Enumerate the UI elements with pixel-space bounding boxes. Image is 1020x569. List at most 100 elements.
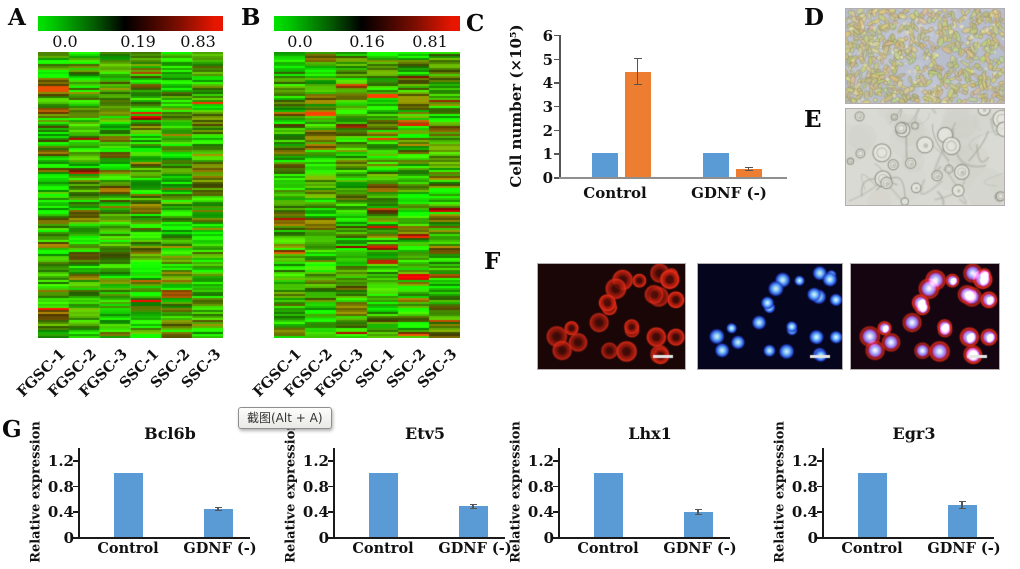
error-bar <box>961 501 963 509</box>
error-bar-cap <box>958 507 966 510</box>
bar <box>203 508 233 537</box>
y-tick-label: 1.2 <box>791 452 818 471</box>
y-tick-label: 0 <box>543 529 554 547</box>
colorbar-b-tick: 0.81 <box>412 32 448 51</box>
y-tick-mark <box>328 485 333 488</box>
y-tick-mark <box>73 511 78 513</box>
y-tick-label: 0.4 <box>47 503 74 522</box>
y-tick-label: 5 <box>542 50 553 69</box>
category-label: Control <box>97 540 159 557</box>
y-axis-line <box>559 35 561 179</box>
error-bar-cap <box>694 508 702 511</box>
error-bar-cap <box>694 514 702 516</box>
y-tick-label: 0.8 <box>47 477 74 496</box>
error-bar-cap <box>633 57 642 59</box>
bar <box>591 153 618 177</box>
y-tick-mark <box>817 511 822 513</box>
y-tick-label: 0.8 <box>527 477 554 496</box>
chart-title: Etv5 <box>404 424 446 443</box>
bar <box>593 473 623 537</box>
error-bar <box>697 508 699 516</box>
y-tick-mark <box>554 82 559 84</box>
y-tick-mark <box>328 511 333 513</box>
category-label: Control <box>352 540 414 557</box>
error-bar <box>472 503 474 509</box>
colorbar-a-tick: 0.83 <box>180 32 216 51</box>
category-label: Control <box>577 540 639 557</box>
panel-d-letter: D <box>804 4 824 31</box>
panel-b-letter: B <box>241 4 261 31</box>
category-label: GDNF (-) <box>183 540 257 557</box>
error-bar-cap <box>469 503 477 505</box>
colorbar-a-tick: 0.19 <box>120 32 156 51</box>
chart-title: Bcl6b <box>144 424 196 443</box>
y-tick-mark <box>73 537 78 539</box>
y-axis-line <box>822 448 824 539</box>
y-tick-mark <box>553 485 558 488</box>
chart-egr3: Relative expression Egr3 0 0.4 0.8 1.2 Control… <box>773 421 1002 569</box>
x-axis-line <box>78 537 250 539</box>
category-label: GDNF (-) <box>438 540 512 557</box>
y-tick-label: 1 <box>542 145 553 164</box>
heatmap-a-canvas <box>38 52 223 338</box>
category-label: Control <box>841 540 903 557</box>
y-tick-mark <box>554 129 559 132</box>
y-tick-mark <box>554 58 559 60</box>
y-tick-mark <box>553 511 558 513</box>
error-bar-cap <box>958 501 966 503</box>
bar <box>624 71 651 177</box>
y-tick-label: 0.4 <box>527 503 554 522</box>
y-tick-mark <box>817 537 822 539</box>
chart-title: Lhx1 <box>628 424 672 443</box>
error-bar-cap <box>633 84 642 86</box>
y-tick-mark <box>554 153 559 155</box>
y-tick-mark <box>554 177 559 179</box>
x-axis-line <box>822 537 994 539</box>
y-axis-label: Relative expression <box>28 421 44 563</box>
error-bar-cap <box>744 166 753 168</box>
bar <box>113 473 143 537</box>
y-tick-label: 6 <box>542 26 553 45</box>
colorbar-a <box>38 16 223 31</box>
y-tick-label: 0 <box>63 529 74 547</box>
chart-etv5: Relative expression Etv5 0 0.4 0.8 1.2 Control… <box>284 421 513 569</box>
bar <box>857 473 887 537</box>
y-tick-label: 1.2 <box>527 452 554 471</box>
y-tick-label: 0 <box>318 529 329 547</box>
y-tick-mark <box>328 537 333 539</box>
category-label: GDNF (-) <box>927 540 1001 557</box>
y-tick-label: 4 <box>542 74 553 93</box>
bar <box>683 512 713 537</box>
heatmap-b-canvas <box>274 52 460 338</box>
y-axis-label: Relative expression <box>508 421 524 563</box>
colorbar-b <box>274 16 460 31</box>
category-label: Control <box>583 184 647 202</box>
micrograph-e <box>845 108 1005 206</box>
bar <box>368 473 398 537</box>
y-tick-label: 1.2 <box>47 452 74 471</box>
chart-title: Egr3 <box>892 424 936 443</box>
y-axis-label: Relative expression <box>772 421 788 563</box>
category-label: GDNF (-) <box>663 540 737 557</box>
error-bar-cap <box>469 507 477 510</box>
x-axis-line <box>559 177 787 179</box>
y-axis-line <box>558 448 560 539</box>
panel-a-letter: A <box>8 4 26 31</box>
micrograph-d <box>845 8 1005 104</box>
error-bar <box>747 166 750 171</box>
error-bar-cap <box>214 506 222 509</box>
bar <box>458 506 488 537</box>
chart-bcl6b: Relative expression Bcl6b 0 0.4 0.8 1.2 Contro… <box>29 421 258 569</box>
bar <box>702 153 729 177</box>
y-tick-mark <box>73 460 78 462</box>
y-tick-label: 0 <box>807 529 818 547</box>
error-bar-cap <box>214 509 222 511</box>
y-axis-label: Cell number (×10⁵) <box>507 24 525 188</box>
y-tick-mark <box>817 485 822 488</box>
x-axis-line <box>558 537 730 539</box>
fluorescence-red-image <box>537 263 686 370</box>
y-axis-line <box>78 448 80 539</box>
panel-c-letter: C <box>466 10 485 37</box>
category-label: GDNF (-) <box>691 184 767 202</box>
y-tick-mark <box>554 34 559 37</box>
